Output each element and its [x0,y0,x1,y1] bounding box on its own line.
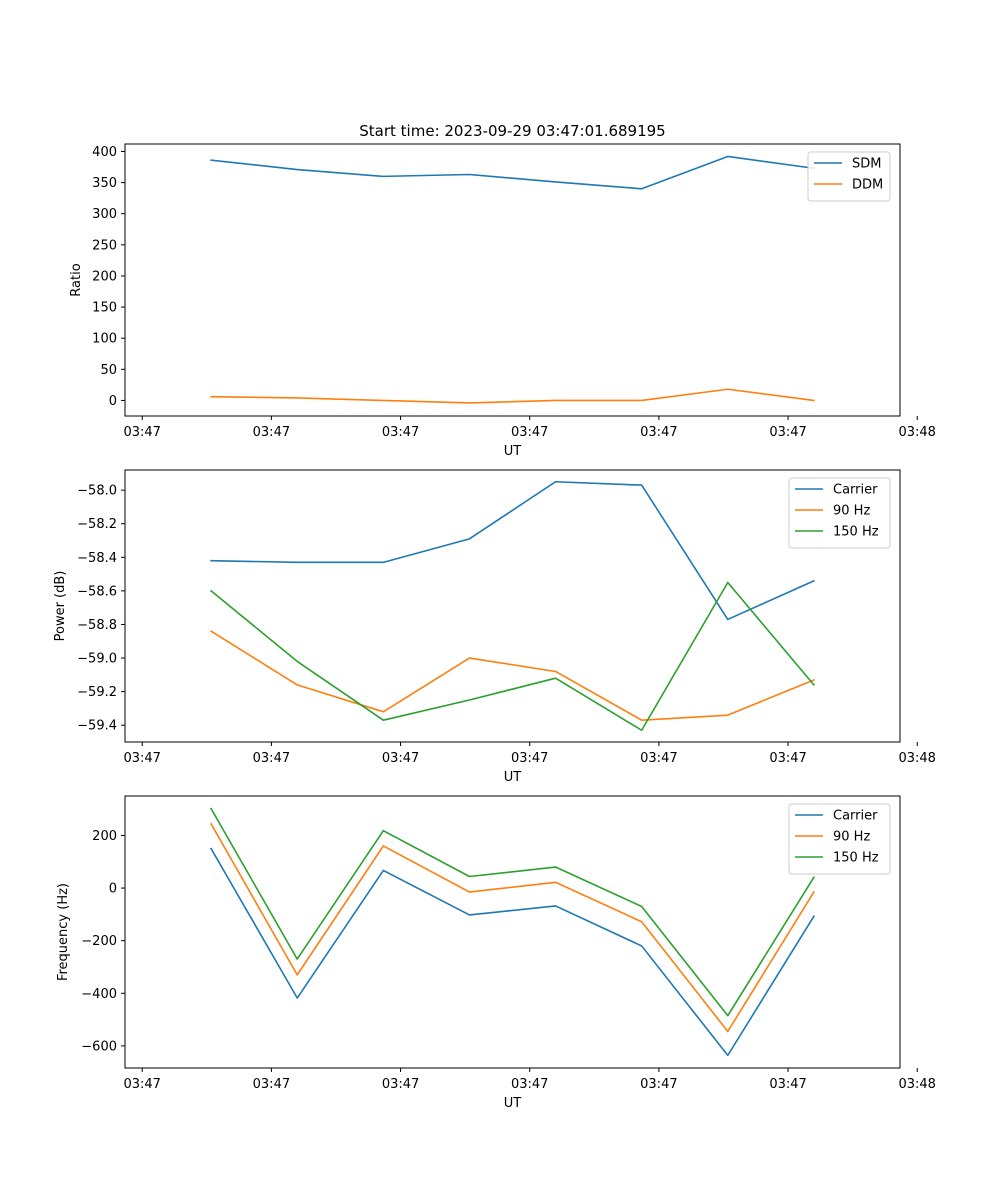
series-line-carrier [210,480,815,621]
y-axis-label: Frequency (Hz) [56,883,71,981]
x-tick-label: 03:47 [640,1077,677,1092]
legend: Carrier 90 Hz 150 Hz [788,803,891,875]
legend-label: Carrier [833,483,878,498]
x-axis-label: UT [504,1096,522,1111]
y-tick-label: −58.8 [77,618,117,633]
legend: SDM DDM [807,151,891,202]
y-tick-label: 250 [92,238,117,253]
y-tick-label: 50 [100,363,117,378]
x-tick-label: 03:47 [511,1077,548,1092]
y-tick-label: −58.4 [77,551,117,566]
y-tick-label: 200 [92,829,117,844]
y-tick-label: −59.0 [77,652,117,667]
series-line-90-hz [210,630,815,721]
y-tick-label: −200 [81,934,117,949]
subplot-3: 03:47 03:47 03:47 03:47 03:47 03:47 03:48 −600 −… [56,795,936,1111]
y-tick-label: 0 [109,882,117,897]
x-tick-label: 03:47 [640,751,677,766]
axes-frame [124,469,901,743]
x-tick-label: 03:47 [640,425,677,440]
x-tick-label: 03:47 [382,751,419,766]
x-tick-label: 03:48 [898,751,935,766]
y-tick-label: −59.2 [77,685,117,700]
x-tick-label: 03:47 [769,751,806,766]
x-tick-label: 03:47 [253,425,290,440]
x-tick-label: 03:47 [769,425,806,440]
y-tick-label: 400 [92,145,117,160]
series-line-150-hz [209,581,816,732]
plots-container: 03:47 03:47 03:47 03:47 03:47 03:47 03:48 0 50 10… [53,143,936,1111]
x-tick-label: 03:47 [123,425,160,440]
x-axis-label: UT [504,770,522,785]
legend-label: SDM [852,157,881,172]
series-line-150-hz [210,807,815,1017]
x-tick-label: 03:47 [253,751,290,766]
y-axis-label: Power (dB) [53,571,68,642]
y-tick-label: −59.4 [77,719,117,734]
y-tick-label: 0 [109,394,117,409]
x-tick-label: 03:47 [123,751,160,766]
x-tick-label: 03:48 [898,425,935,440]
y-tick-label: −58.2 [77,517,117,532]
y-tick-label: 100 [92,332,117,347]
legend-label: 90 Hz [833,830,870,845]
subplot-2: 03:47 03:47 03:47 03:47 03:47 03:47 03:48 −59.4… [53,469,936,785]
subplot-1: 03:47 03:47 03:47 03:47 03:47 03:47 03:48 0 50 10… [69,143,936,459]
series-line-ddm [210,388,815,404]
y-axis-label: Ratio [69,263,84,296]
legend-label: DDM [852,178,883,193]
x-tick-label: 03:47 [253,1077,290,1092]
x-tick-label: 03:47 [769,1077,806,1092]
y-tick-label: 300 [92,207,117,222]
y-tick-label: −600 [81,1039,117,1054]
y-tick-label: 150 [92,301,117,316]
x-tick-label: 03:47 [382,425,419,440]
legend-label: 150 Hz [833,525,879,540]
axes-frame [124,795,901,1069]
series-line-90-hz [210,822,815,1033]
series-line-sdm [210,155,815,190]
x-tick-label: 03:47 [511,751,548,766]
x-tick-label: 03:48 [898,1077,935,1092]
x-axis-label: UT [504,444,522,459]
legend: Carrier 90 Hz 150 Hz [788,477,891,549]
legend-box [807,151,891,202]
y-tick-label: 350 [92,176,117,191]
legend-label: 150 Hz [833,851,879,866]
series-line-carrier [210,847,815,1057]
legend-label: Carrier [833,809,878,824]
figure-title: Start time: 2023-09-29 03:47:01.689195 [359,122,665,140]
y-tick-label: 200 [92,269,117,284]
x-tick-label: 03:47 [123,1077,160,1092]
x-tick-label: 03:47 [382,1077,419,1092]
y-tick-label: −58.0 [77,484,117,499]
x-tick-label: 03:47 [511,425,548,440]
y-tick-label: −400 [81,987,117,1002]
legend-label: 90 Hz [833,504,870,519]
axes-frame [124,143,901,417]
y-tick-label: −58.6 [77,584,117,599]
